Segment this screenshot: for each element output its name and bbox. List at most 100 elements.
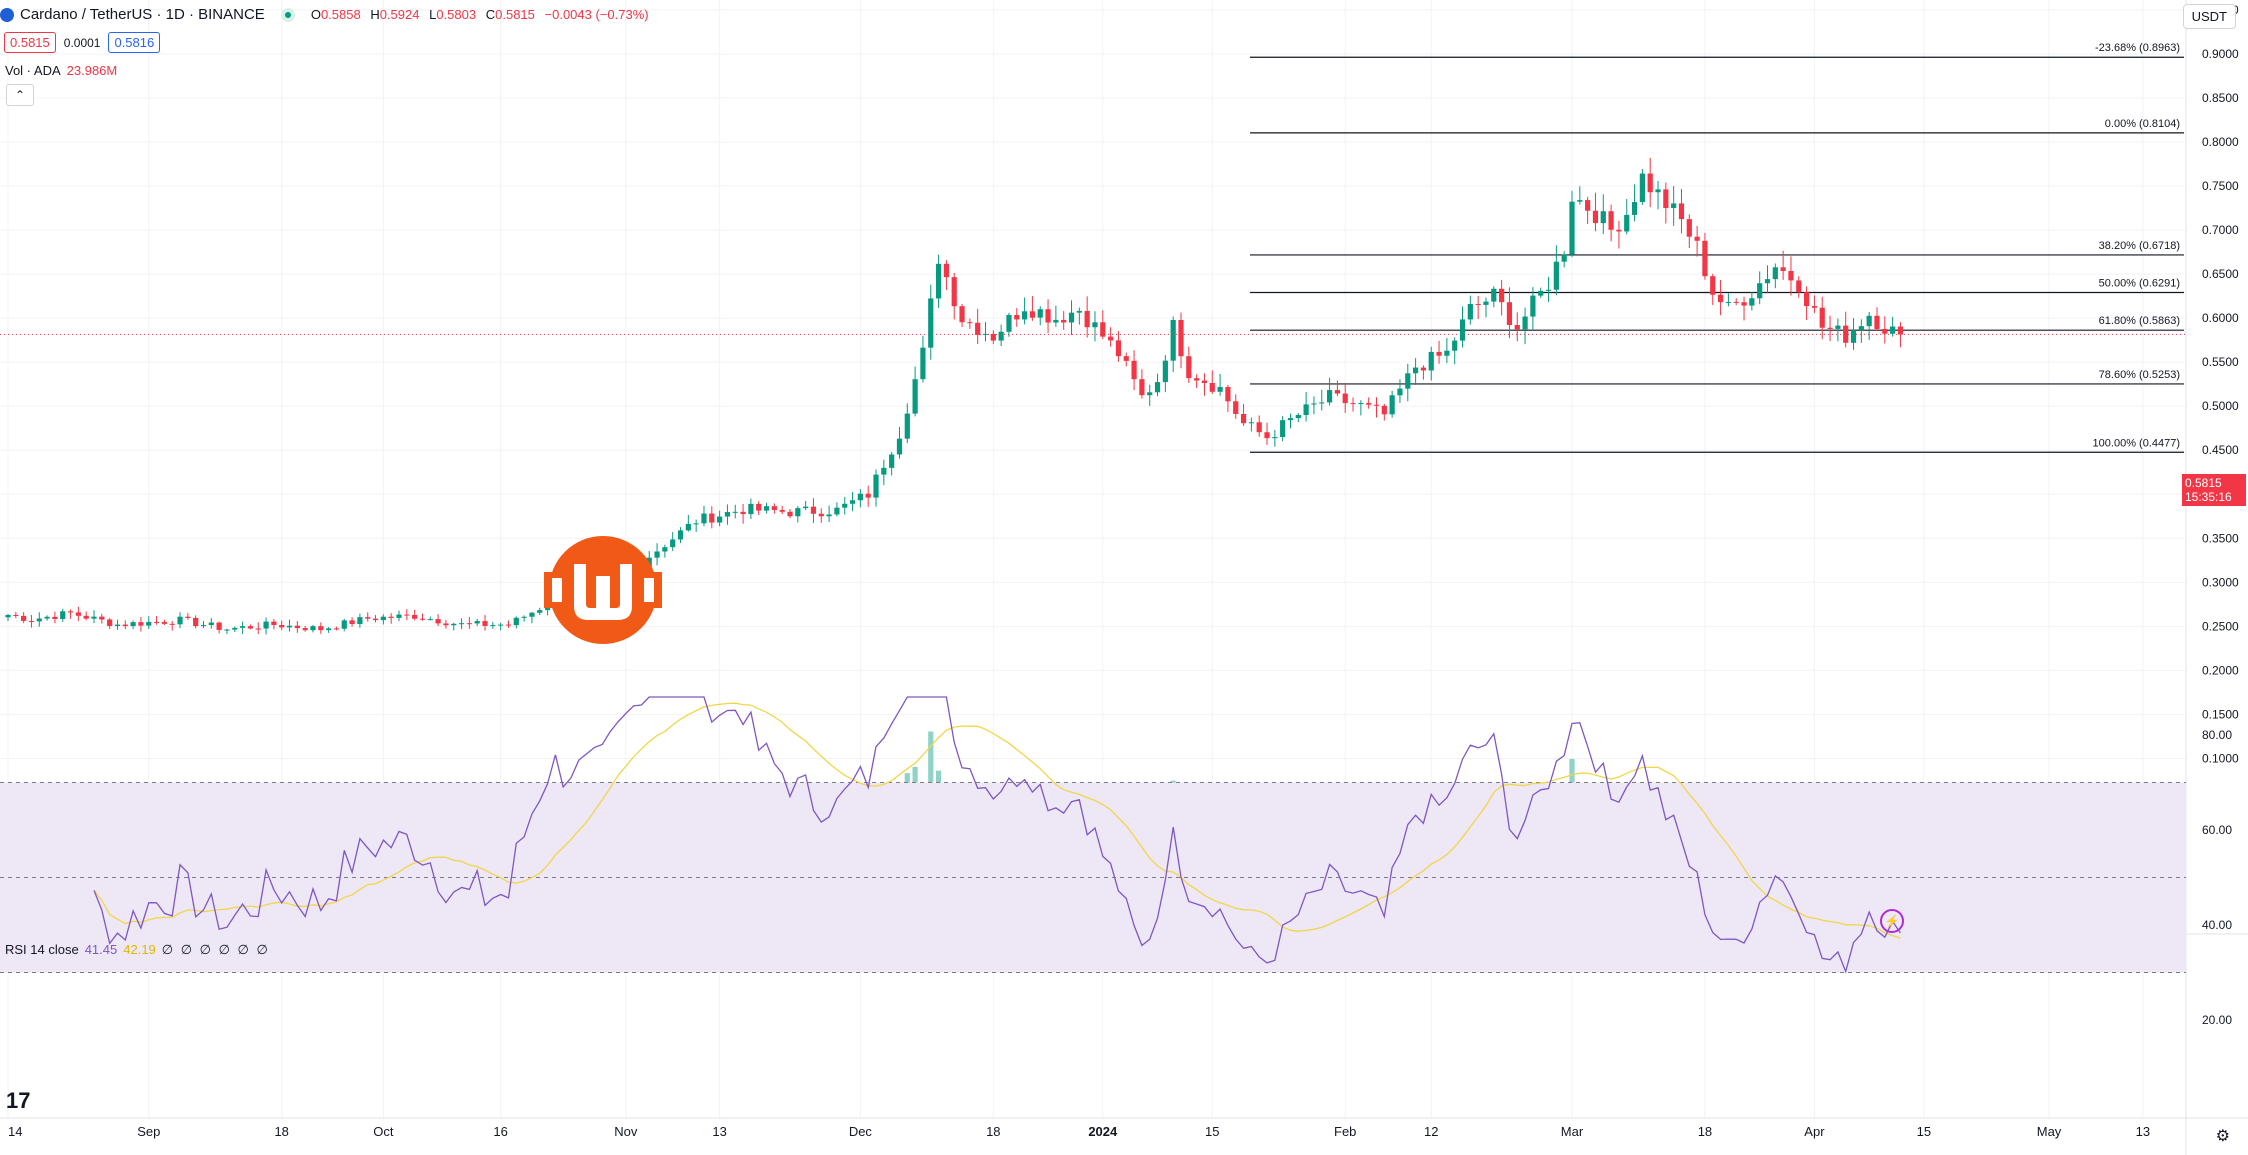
time-tick-label: 15: [1205, 1124, 1219, 1139]
symbol-title[interactable]: Cardano / TetherUS · 1D · BINANCE: [20, 6, 265, 23]
candle-body: [1585, 200, 1591, 211]
candle-body: [1858, 326, 1864, 331]
candle-body: [83, 615, 89, 619]
candle-body: [302, 628, 308, 631]
candle-body: [130, 622, 136, 627]
price-tick-label: 0.9000: [2202, 47, 2239, 61]
time-tick-label: 15: [1917, 1124, 1931, 1139]
rsi-band: [0, 782, 2186, 973]
time-tick-label: Oct: [373, 1124, 394, 1139]
sell-button[interactable]: 0.5815: [4, 32, 56, 53]
candle-body: [818, 513, 824, 517]
candle-body: [458, 623, 465, 625]
cardano-logo-icon: [0, 7, 14, 22]
candle-body: [498, 624, 504, 626]
candle-body: [693, 523, 699, 525]
candle-body: [1248, 422, 1254, 424]
candle-body: [60, 611, 66, 620]
candle-body: [1405, 373, 1411, 389]
bar-countdown: 15:35:16: [2185, 490, 2232, 504]
candle-body: [263, 621, 269, 629]
tradingview-logo-icon[interactable]: 17: [6, 1088, 31, 1113]
candle-body: [1240, 413, 1247, 424]
candle-body: [1538, 290, 1544, 296]
rsi-extra-values: ∅ ∅ ∅ ∅ ∅ ∅: [161, 942, 270, 957]
currency-button[interactable]: USDT: [2182, 4, 2236, 29]
candle-body: [1029, 311, 1036, 318]
candle-body: [341, 620, 347, 629]
candle-body: [365, 617, 371, 619]
candle-body: [513, 617, 519, 626]
buy-button[interactable]: 0.5816: [108, 32, 161, 53]
candle-body: [1264, 432, 1270, 439]
candle-body: [1256, 422, 1262, 433]
candle-body: [286, 625, 293, 628]
candle-body: [1194, 378, 1200, 381]
settings-icon[interactable]: ⚙: [2215, 1128, 2230, 1145]
candle-body: [318, 626, 324, 631]
candle-body: [1835, 325, 1841, 329]
candle-body: [185, 616, 191, 618]
candle-body: [677, 530, 684, 540]
candle-body: [1436, 351, 1442, 356]
candle-body: [1717, 294, 1724, 303]
candle-body: [1757, 283, 1763, 299]
candle-body: [193, 617, 199, 627]
candle-body: [544, 606, 551, 611]
candle-body: [521, 616, 527, 618]
candle-body: [990, 333, 996, 341]
candle-body: [404, 614, 410, 616]
candle-body: [52, 616, 58, 620]
time-tick-label: Nov: [614, 1124, 638, 1139]
candle-body: [1272, 437, 1278, 439]
candle-body: [1796, 280, 1802, 293]
candle-body: [1350, 403, 1356, 405]
candle-body: [1475, 304, 1481, 306]
candle-body: [1467, 304, 1473, 320]
candle-body: [685, 523, 691, 531]
collapse-legend-button[interactable]: ⌃: [6, 84, 34, 106]
candle-body: [756, 503, 762, 511]
candle-body: [13, 614, 19, 616]
candle-body: [1780, 267, 1786, 271]
candle-body: [1843, 325, 1849, 343]
candle-body: [537, 610, 543, 613]
candle-body: [1710, 276, 1716, 295]
candle-body: [326, 628, 332, 631]
candle-body: [1616, 229, 1622, 232]
candle-body: [247, 626, 254, 629]
price-tick-label: 0.2500: [2202, 619, 2239, 633]
candle-body: [724, 512, 731, 517]
candle-body: [200, 625, 207, 627]
watermark-logo-icon: [544, 536, 662, 644]
chart-header: Cardano / TetherUS · 1D · BINANCE O0.585…: [0, 6, 655, 23]
candle-body: [1342, 393, 1348, 404]
candle-body: [951, 277, 957, 307]
candle-body: [873, 474, 879, 498]
lightning-icon[interactable]: ⚡: [1880, 909, 1904, 933]
candle-body: [1686, 219, 1692, 237]
volume-legend[interactable]: Vol · ADA 23.986M: [5, 63, 117, 78]
candle-body: [1725, 301, 1731, 303]
candle-body: [849, 500, 856, 504]
candle-body: [1084, 310, 1090, 328]
price-tick-label: 0.8000: [2202, 135, 2239, 149]
candle-body: [1358, 403, 1364, 405]
candle-body: [1702, 240, 1708, 277]
candle-body: [349, 620, 355, 625]
price-tick-label: 0.3500: [2202, 531, 2239, 545]
candle-body: [1866, 315, 1872, 327]
candle-body: [427, 619, 433, 621]
candle-body: [153, 621, 160, 623]
candle-body: [240, 626, 246, 628]
candle-body: [1123, 356, 1129, 361]
candle-body: [1319, 402, 1325, 404]
time-tick-label: 14: [8, 1124, 22, 1139]
candle-body: [1037, 309, 1043, 318]
rsi-legend[interactable]: RSI 14 close 41.45 42.19 ∅ ∅ ∅ ∅ ∅ ∅: [5, 942, 270, 958]
candle-body: [826, 514, 832, 517]
candle-body: [224, 629, 230, 631]
candle-body: [928, 298, 934, 348]
fib-level-label: 61.80% (0.5863): [2099, 315, 2180, 327]
